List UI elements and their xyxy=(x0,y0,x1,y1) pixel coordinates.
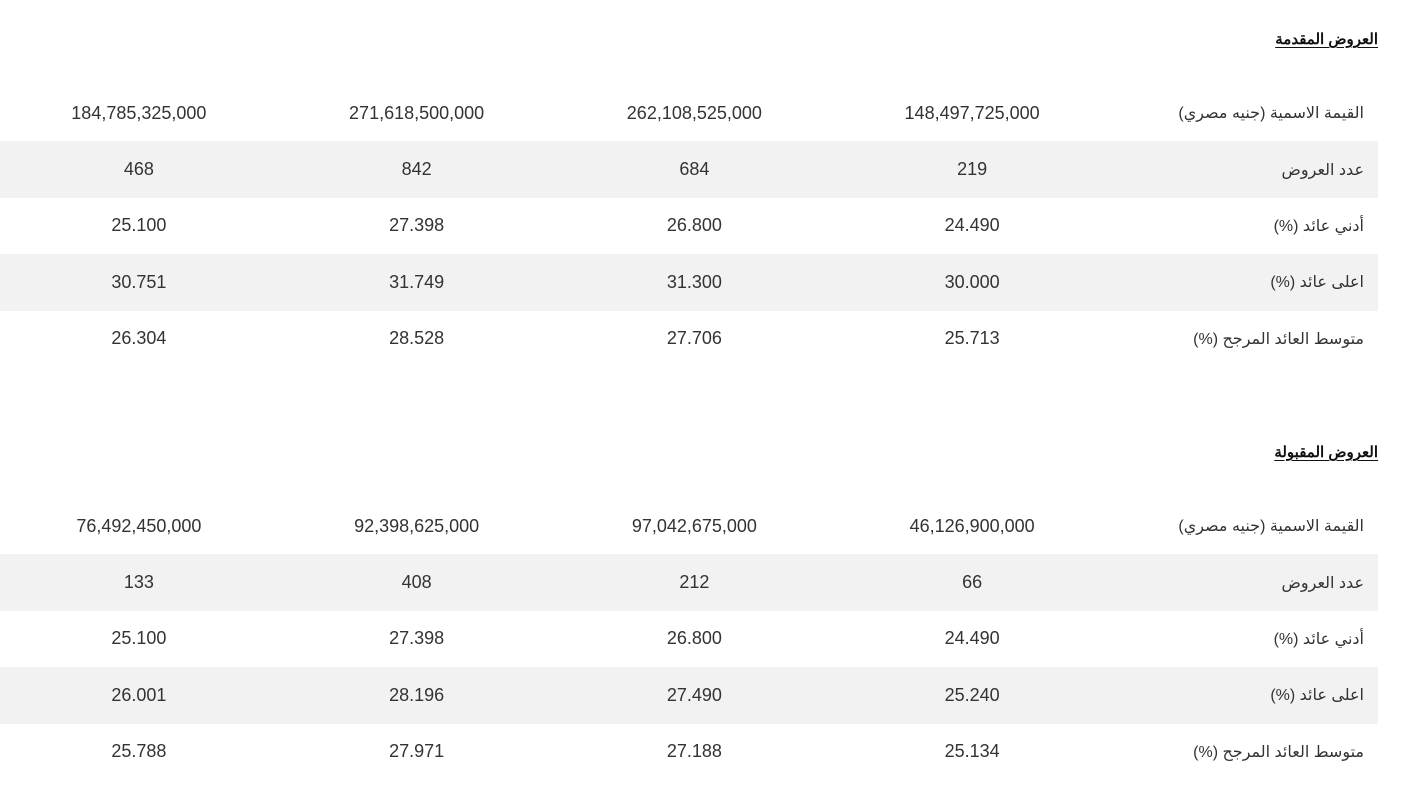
cell-value: 31.300 xyxy=(666,271,722,292)
cell-value: 25.240 xyxy=(944,684,1000,705)
cell-value: 212 xyxy=(679,572,710,593)
row-label: القيمة الاسمية (جنيه مصري) xyxy=(1178,105,1364,123)
cell-value: 27.706 xyxy=(666,328,722,349)
cell-value: 219 xyxy=(957,159,988,180)
cell-value: 28.528 xyxy=(389,328,445,349)
table-row: 184,785,325,000 271,618,500,000 262,108,… xyxy=(0,85,1378,141)
table-row: 76,492,450,000 92,398,625,000 97,042,675… xyxy=(0,498,1378,554)
table-row: 30.751 31.749 31.300 30.000 اعلى عائد (%… xyxy=(0,254,1378,311)
cell-value: 684 xyxy=(679,159,710,180)
cell-value: 26.800 xyxy=(666,215,722,236)
cell-value: 408 xyxy=(401,572,432,593)
cell-value: 27.971 xyxy=(389,741,445,762)
table-row: 133 408 212 66 عدد العروض xyxy=(0,554,1378,611)
cell-value: 92,398,625,000 xyxy=(354,515,480,536)
cell-value: 24.490 xyxy=(944,628,1000,649)
cell-value: 262,108,525,000 xyxy=(626,102,762,123)
cell-value: 25.134 xyxy=(944,741,1000,762)
row-label: اعلى عائد (%) xyxy=(1270,687,1364,705)
table-row: 25.100 27.398 26.800 24.490 أدني عائد (%… xyxy=(0,611,1378,667)
cell-value: 133 xyxy=(123,572,154,593)
cell-value: 31.749 xyxy=(389,271,445,292)
cell-value: 27.398 xyxy=(389,628,445,649)
table-row: 26.304 28.528 27.706 25.713 متوسط العائد… xyxy=(0,311,1378,367)
cell-value: 30.000 xyxy=(944,271,1000,292)
row-label: أدني عائد (%) xyxy=(1273,630,1364,648)
table-row: 26.001 28.196 27.490 25.240 اعلى عائد (%… xyxy=(0,667,1378,724)
cell-value: 468 xyxy=(123,159,154,180)
table-row: 25.788 27.971 27.188 25.134 متوسط العائد… xyxy=(0,724,1378,780)
cell-value: 184,785,325,000 xyxy=(71,102,207,123)
section-title-offered: العروض المقدمة xyxy=(1275,31,1378,48)
cell-value: 842 xyxy=(401,159,432,180)
accepted-bids-table: 76,492,450,000 92,398,625,000 97,042,675… xyxy=(0,498,1378,780)
cell-value: 271,618,500,000 xyxy=(349,102,485,123)
cell-value: 27.490 xyxy=(666,684,722,705)
cell-value: 25.788 xyxy=(111,741,167,762)
row-label: أدني عائد (%) xyxy=(1273,217,1364,235)
row-label: متوسط العائد المرجح (%) xyxy=(1193,330,1364,348)
cell-value: 26.800 xyxy=(666,628,722,649)
cell-value: 26.304 xyxy=(111,328,167,349)
cell-value: 24.490 xyxy=(944,215,1000,236)
row-label: اعلى عائد (%) xyxy=(1270,274,1364,292)
row-label: متوسط العائد المرجح (%) xyxy=(1193,743,1364,761)
cell-value: 25.713 xyxy=(944,328,1000,349)
offered-bids-table: 184,785,325,000 271,618,500,000 262,108,… xyxy=(0,85,1378,367)
section-title-accepted: العروض المقبولة xyxy=(1274,444,1378,461)
cell-value: 46,126,900,000 xyxy=(909,515,1035,536)
cell-value: 148,497,725,000 xyxy=(904,102,1040,123)
row-label: القيمة الاسمية (جنيه مصري) xyxy=(1178,518,1364,536)
cell-value: 97,042,675,000 xyxy=(631,515,757,536)
table-row: 468 842 684 219 عدد العروض xyxy=(0,141,1378,198)
cell-value: 25.100 xyxy=(111,215,167,236)
cell-value: 27.188 xyxy=(666,741,722,762)
cell-value: 76,492,450,000 xyxy=(76,515,202,536)
cell-value: 30.751 xyxy=(111,271,167,292)
cell-value: 25.100 xyxy=(111,628,167,649)
row-label: عدد العروض xyxy=(1281,574,1364,592)
cell-value: 27.398 xyxy=(389,215,445,236)
cell-value: 26.001 xyxy=(111,684,167,705)
cell-value: 66 xyxy=(962,572,983,593)
cell-value: 28.196 xyxy=(389,684,445,705)
row-label: عدد العروض xyxy=(1281,161,1364,179)
table-row: 25.100 27.398 26.800 24.490 أدني عائد (%… xyxy=(0,198,1378,254)
